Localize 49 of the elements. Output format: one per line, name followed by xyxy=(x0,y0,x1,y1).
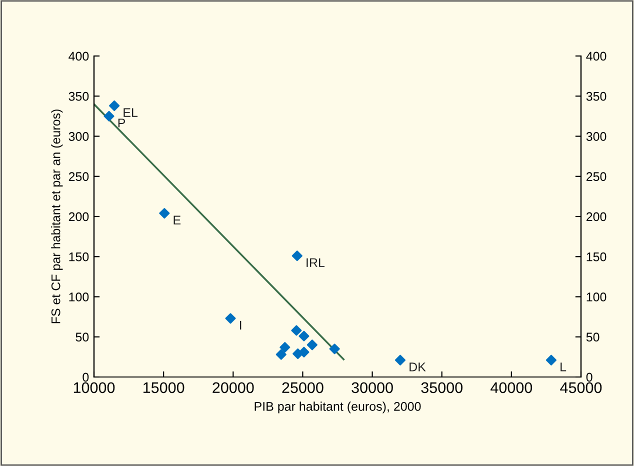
annotation: L xyxy=(560,362,566,372)
annotation: IRL xyxy=(306,258,325,267)
x-tick-label: 35000 xyxy=(421,382,463,394)
annotation: DK xyxy=(410,362,426,372)
annotation: E xyxy=(174,216,181,224)
x-tick-label: 40000 xyxy=(490,382,532,394)
y-tick-label: 200 xyxy=(68,212,89,222)
y-tick-label: 350 xyxy=(68,92,89,101)
x-axis-title: PIB par habitant (euros), 2000 xyxy=(254,402,421,414)
x-tick-label: 25000 xyxy=(282,382,324,394)
point xyxy=(546,354,557,366)
y-tick-label: 100 xyxy=(69,292,89,302)
y-tick-label: 400 xyxy=(68,52,89,61)
point xyxy=(280,342,290,353)
y-tick-label: 300 xyxy=(68,132,89,141)
y-tick-label: 250 xyxy=(68,172,89,182)
x-tick-label: 45000 xyxy=(560,382,602,394)
y2-tick-label: 100 xyxy=(586,292,606,302)
x-tick-label: 30000 xyxy=(352,382,393,394)
y-tick-label: 50 xyxy=(76,332,89,342)
y-tick-label: 0 xyxy=(82,372,89,382)
point xyxy=(298,330,310,342)
point xyxy=(298,346,310,358)
point xyxy=(291,325,302,336)
point xyxy=(276,349,286,360)
point xyxy=(104,110,114,122)
point xyxy=(225,313,236,324)
point xyxy=(394,354,406,366)
y2-tick-label: 350 xyxy=(586,92,606,101)
annotation: P xyxy=(118,118,126,128)
point xyxy=(329,344,340,354)
annotation: I xyxy=(240,320,242,330)
point xyxy=(109,100,120,112)
y2-tick-label: 0 xyxy=(586,372,592,382)
y2-tick-label: 300 xyxy=(586,132,606,141)
annotation: EL xyxy=(124,108,138,117)
y2-tick-label: 200 xyxy=(586,212,606,222)
y-tick-label: 150 xyxy=(69,252,89,262)
y2-tick-label: 250 xyxy=(586,172,606,182)
x-tick-label: 15000 xyxy=(143,382,184,394)
point xyxy=(292,250,302,262)
point xyxy=(159,208,170,219)
x-tick-label: 10000 xyxy=(74,382,115,394)
y2-tick-label: 50 xyxy=(586,332,600,342)
x-tick-label: 20000 xyxy=(212,382,254,394)
point xyxy=(306,340,318,350)
y2-tick-label: 400 xyxy=(586,52,606,61)
y2-tick-label: 150 xyxy=(586,252,606,262)
y-axis-title: FS et CF par habitant et par an (euros) xyxy=(51,110,63,324)
